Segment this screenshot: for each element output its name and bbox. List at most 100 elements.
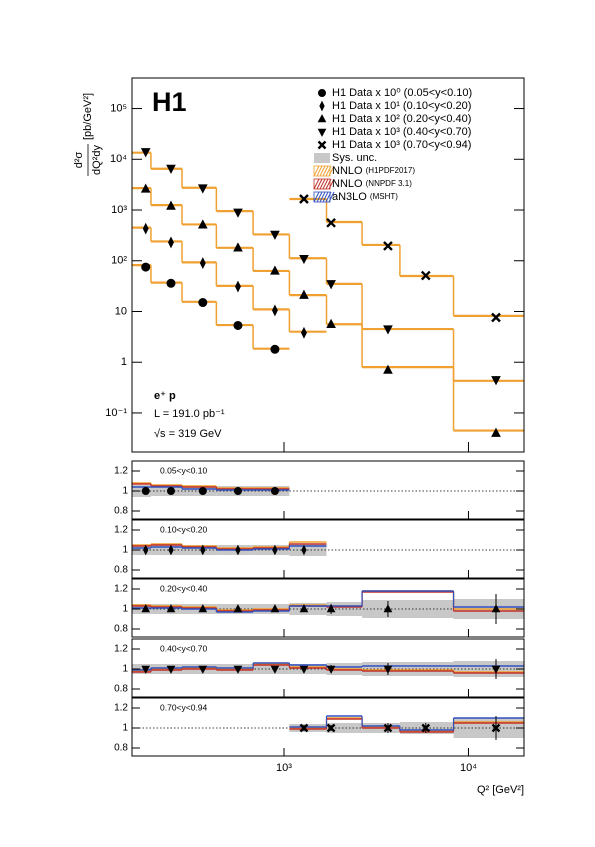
legend-hatch bbox=[322, 178, 329, 190]
data-point bbox=[166, 604, 176, 613]
y-label-numerator: d²σ bbox=[73, 152, 85, 169]
data-point bbox=[271, 304, 278, 317]
experiment-title: H1 bbox=[152, 87, 187, 117]
data-point bbox=[326, 318, 336, 328]
legend-hatch bbox=[313, 178, 320, 190]
data-point bbox=[198, 604, 208, 613]
ratio-panel-label: 0.05<y<0.10 bbox=[160, 465, 208, 475]
data-point bbox=[299, 194, 309, 204]
ratio-plot bbox=[132, 590, 524, 624]
data-point bbox=[299, 604, 309, 613]
data-point bbox=[142, 222, 149, 235]
data-point bbox=[326, 665, 336, 674]
energy-label: √s = 319 GeV bbox=[154, 428, 222, 440]
data-point bbox=[168, 236, 174, 249]
legend-hatch bbox=[325, 165, 332, 177]
legend-label: H1 Data x 10² (0.20<y<0.40) bbox=[332, 113, 471, 125]
ratio-plot bbox=[132, 541, 524, 556]
data-point bbox=[166, 487, 175, 495]
frame bbox=[131, 77, 525, 453]
data-point bbox=[299, 723, 309, 733]
data-point bbox=[235, 544, 241, 556]
frame bbox=[131, 578, 525, 638]
legend-name: NNLO bbox=[332, 165, 363, 177]
data-point bbox=[317, 128, 327, 137]
data-point bbox=[270, 265, 280, 275]
y-tick-label: 1 bbox=[122, 545, 128, 556]
data-point bbox=[318, 89, 326, 97]
data-point bbox=[233, 665, 243, 674]
data-point bbox=[491, 604, 501, 613]
sys-band bbox=[253, 545, 290, 555]
data-point bbox=[141, 487, 150, 495]
data-point bbox=[270, 230, 280, 240]
data-point bbox=[383, 241, 393, 251]
y-tick-label: 0.8 bbox=[114, 684, 128, 695]
y-tick-label: 1.2 bbox=[114, 525, 128, 536]
data-point bbox=[143, 544, 149, 556]
y-label-unit: [pb/GeV²] bbox=[82, 93, 94, 140]
data-point bbox=[319, 100, 325, 112]
legend-hatch bbox=[316, 165, 323, 177]
data-point bbox=[168, 544, 174, 556]
data-point bbox=[326, 217, 336, 228]
data-point bbox=[198, 487, 207, 495]
data-point bbox=[141, 665, 151, 674]
y-axis-label: d²σ dQ²dy [pb/GeV²] bbox=[73, 93, 103, 176]
y-tick-label: 1.2 bbox=[114, 703, 128, 714]
data-point bbox=[491, 427, 501, 437]
data-point bbox=[270, 604, 280, 613]
data-point bbox=[197, 184, 208, 194]
y-tick-label: 1 bbox=[122, 664, 128, 675]
y-tick-label: 0.8 bbox=[114, 506, 128, 517]
legend-hatch bbox=[316, 191, 323, 203]
y-tick-label: 10⁴ bbox=[110, 153, 127, 165]
frame bbox=[131, 519, 525, 579]
sys-band bbox=[132, 664, 151, 674]
data-point bbox=[326, 723, 336, 733]
data-point bbox=[299, 254, 309, 265]
y-tick-label: 1 bbox=[122, 604, 128, 615]
y-tick-label: 10 bbox=[115, 305, 127, 317]
luminosity-label: L = 191.0 pb⁻¹ bbox=[154, 408, 225, 420]
legend-name: Sys. unc. bbox=[332, 152, 377, 164]
data-point bbox=[233, 208, 243, 218]
legend-label: Sys. unc. bbox=[332, 152, 377, 164]
y-tick-label: 1 bbox=[122, 486, 128, 497]
data-point bbox=[166, 665, 176, 674]
legend-hatch bbox=[325, 191, 332, 203]
x-tick-label: 10³ bbox=[276, 762, 292, 774]
main-plot bbox=[132, 148, 524, 437]
data-point bbox=[270, 487, 279, 495]
sys-band bbox=[326, 723, 363, 733]
y-tick-label: 10⁻¹ bbox=[105, 407, 127, 419]
legend-label: H1 Data x 10¹ (0.10<y<0.20) bbox=[332, 100, 471, 112]
data-point bbox=[383, 364, 393, 374]
data-point bbox=[270, 344, 280, 354]
data-point bbox=[383, 665, 393, 674]
legend-hatch bbox=[313, 165, 320, 177]
legend-name: NNLO bbox=[332, 178, 363, 190]
legend-hatch bbox=[316, 178, 323, 190]
data-point bbox=[420, 270, 431, 281]
x-axis-label: Q² [GeV²] bbox=[477, 784, 524, 796]
frame bbox=[131, 638, 525, 698]
legend-hatch bbox=[328, 191, 335, 203]
legend-hatch bbox=[328, 165, 335, 177]
legend-hatch bbox=[319, 191, 326, 203]
sys-band bbox=[253, 664, 290, 674]
frame bbox=[131, 697, 525, 757]
data-point bbox=[326, 280, 336, 290]
legend-hatch bbox=[322, 165, 329, 177]
data-point bbox=[272, 544, 278, 556]
data-point bbox=[383, 325, 393, 335]
legend-label: NNLO (NNPDF 3.1) bbox=[332, 178, 412, 190]
data-point bbox=[141, 604, 151, 613]
y-label-denominator: dQ²dy bbox=[91, 145, 103, 175]
data-point bbox=[198, 665, 208, 674]
data-point bbox=[301, 544, 307, 556]
legend-hatch bbox=[325, 178, 332, 190]
legend-label: H1 Data x 10³ (0.40<y<0.70) bbox=[332, 126, 471, 138]
legend-hatch bbox=[319, 165, 326, 177]
sys-band bbox=[362, 600, 454, 618]
